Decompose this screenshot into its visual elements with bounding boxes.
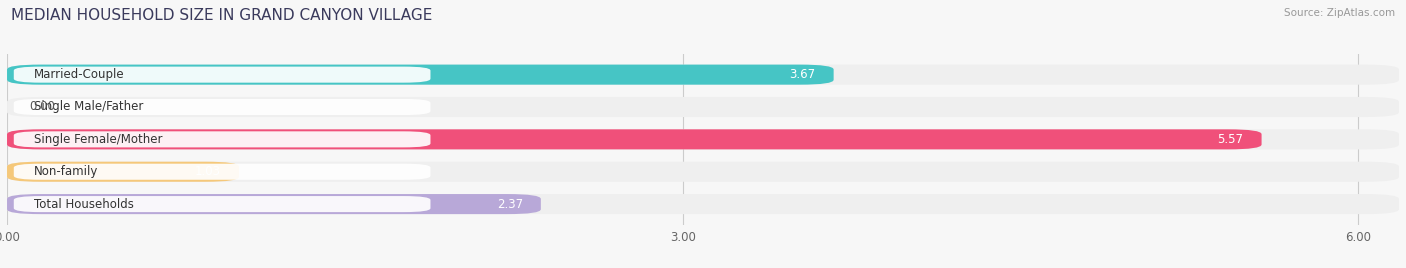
FancyBboxPatch shape (7, 194, 1399, 214)
Text: Single Female/Mother: Single Female/Mother (34, 133, 163, 146)
FancyBboxPatch shape (7, 162, 239, 182)
FancyBboxPatch shape (7, 65, 834, 85)
Text: 0.00: 0.00 (30, 100, 55, 113)
FancyBboxPatch shape (7, 65, 1399, 85)
FancyBboxPatch shape (7, 194, 541, 214)
FancyBboxPatch shape (14, 164, 430, 180)
FancyBboxPatch shape (14, 131, 430, 147)
Text: Single Male/Father: Single Male/Father (34, 100, 143, 113)
FancyBboxPatch shape (7, 129, 1261, 149)
Text: Source: ZipAtlas.com: Source: ZipAtlas.com (1284, 8, 1395, 18)
FancyBboxPatch shape (7, 162, 1399, 182)
Text: 2.37: 2.37 (496, 198, 523, 211)
FancyBboxPatch shape (7, 97, 1399, 117)
Text: MEDIAN HOUSEHOLD SIZE IN GRAND CANYON VILLAGE: MEDIAN HOUSEHOLD SIZE IN GRAND CANYON VI… (11, 8, 433, 23)
FancyBboxPatch shape (14, 196, 430, 212)
Text: Total Households: Total Households (34, 198, 134, 211)
Text: 5.57: 5.57 (1218, 133, 1243, 146)
Text: 3.67: 3.67 (790, 68, 815, 81)
Text: 1.03: 1.03 (195, 165, 221, 178)
FancyBboxPatch shape (7, 129, 1399, 149)
Text: Married-Couple: Married-Couple (34, 68, 125, 81)
FancyBboxPatch shape (14, 99, 430, 115)
FancyBboxPatch shape (14, 67, 430, 83)
Text: Non-family: Non-family (34, 165, 98, 178)
